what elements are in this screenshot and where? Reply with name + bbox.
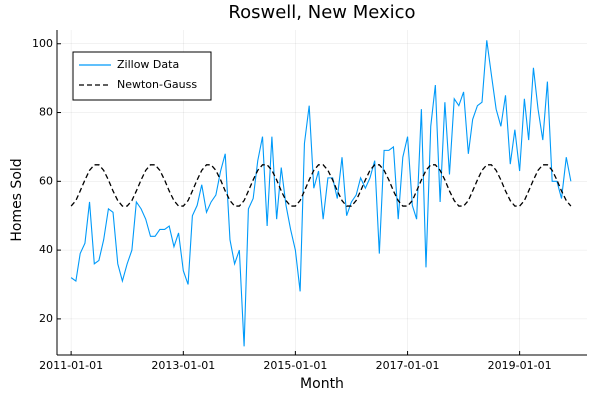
x-tick-label: 2011-01-01 bbox=[39, 359, 103, 372]
y-tick-label: 100 bbox=[32, 37, 53, 50]
x-tick-label: 2017-01-01 bbox=[376, 359, 440, 372]
x-tick-label: 2013-01-01 bbox=[151, 359, 215, 372]
x-axis-label: Month bbox=[300, 376, 344, 392]
data-line bbox=[70, 40, 572, 347]
x-tick-label: 2019-01-01 bbox=[488, 359, 552, 372]
chart-title: Roswell, New Mexico bbox=[228, 2, 415, 23]
x-tick-label: 2015-01-01 bbox=[263, 359, 327, 372]
y-tick-label: 80 bbox=[39, 106, 53, 119]
y-tick-label: 40 bbox=[39, 243, 53, 256]
data-line bbox=[70, 164, 572, 207]
y-axis-label: Homes Sold bbox=[9, 158, 25, 241]
legend-label: Newton-Gauss bbox=[117, 78, 197, 91]
legend-label: Zillow Data bbox=[117, 58, 179, 71]
y-tick-label: 60 bbox=[39, 174, 53, 187]
y-tick-label: 20 bbox=[39, 312, 53, 325]
legend-box bbox=[72, 51, 212, 101]
